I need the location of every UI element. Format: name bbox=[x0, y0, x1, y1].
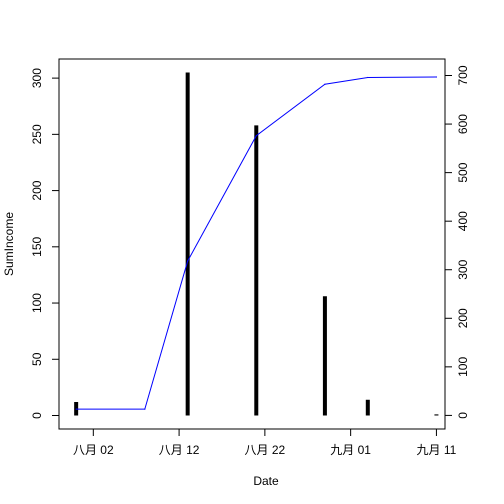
line-point bbox=[187, 260, 189, 262]
bar-series bbox=[74, 72, 439, 416]
y-left-tick-label: 200 bbox=[30, 180, 44, 200]
y-right-tick-label: 100 bbox=[456, 357, 470, 377]
x-tick-label: 八月 22 bbox=[245, 443, 286, 457]
line-point bbox=[324, 83, 326, 85]
y-right-axis: 0 100 200 300 400 500 600 700 bbox=[444, 65, 470, 419]
y-left-tick-label: 0 bbox=[30, 412, 44, 419]
line-point bbox=[367, 76, 369, 79]
x-axis-title: Date bbox=[253, 474, 279, 488]
line-series bbox=[75, 76, 438, 410]
y-right-tick-label: 200 bbox=[456, 308, 470, 328]
line-point bbox=[435, 76, 438, 78]
y-left-tick-label: 50 bbox=[30, 352, 44, 366]
x-tick-label: 九月 01 bbox=[330, 443, 371, 457]
y-right-tick-label: 300 bbox=[456, 259, 470, 279]
line-point bbox=[75, 408, 77, 410]
y-right-tick-label: 400 bbox=[456, 211, 470, 231]
y-left-tick-label: 150 bbox=[30, 236, 44, 256]
y-right-tick-label: 0 bbox=[456, 412, 470, 419]
y-right-tick-label: 700 bbox=[456, 65, 470, 85]
y-left-axis: 0 50 100 150 200 250 300 bbox=[30, 68, 60, 419]
line-point bbox=[255, 135, 257, 137]
y-left-tick-label: 300 bbox=[30, 68, 44, 88]
y-left-tick-label: 100 bbox=[30, 293, 44, 313]
x-tick-label: 九月 11 bbox=[417, 443, 457, 457]
x-tick-label: 八月 02 bbox=[73, 443, 114, 457]
line-point bbox=[144, 408, 146, 410]
y-right-tick-label: 500 bbox=[456, 162, 470, 182]
y-left-tick-label: 250 bbox=[30, 124, 44, 144]
x-axis: 八月 02 八月 12 八月 22 九月 01 九月 11 bbox=[73, 428, 457, 457]
y-right-tick-label: 600 bbox=[456, 114, 470, 134]
x-tick-label: 八月 12 bbox=[159, 443, 200, 457]
y-axis-title: SumIncome bbox=[2, 212, 16, 276]
plot-frame bbox=[58, 58, 446, 430]
